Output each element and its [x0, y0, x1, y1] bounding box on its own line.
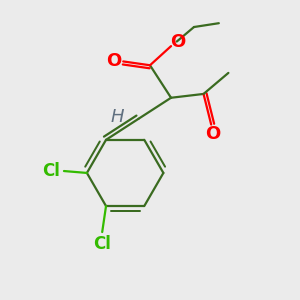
Text: Cl: Cl — [93, 235, 111, 253]
Text: H: H — [111, 108, 124, 126]
Text: O: O — [206, 125, 221, 143]
Text: O: O — [106, 52, 121, 70]
Text: O: O — [170, 33, 185, 51]
Text: Cl: Cl — [42, 162, 59, 180]
